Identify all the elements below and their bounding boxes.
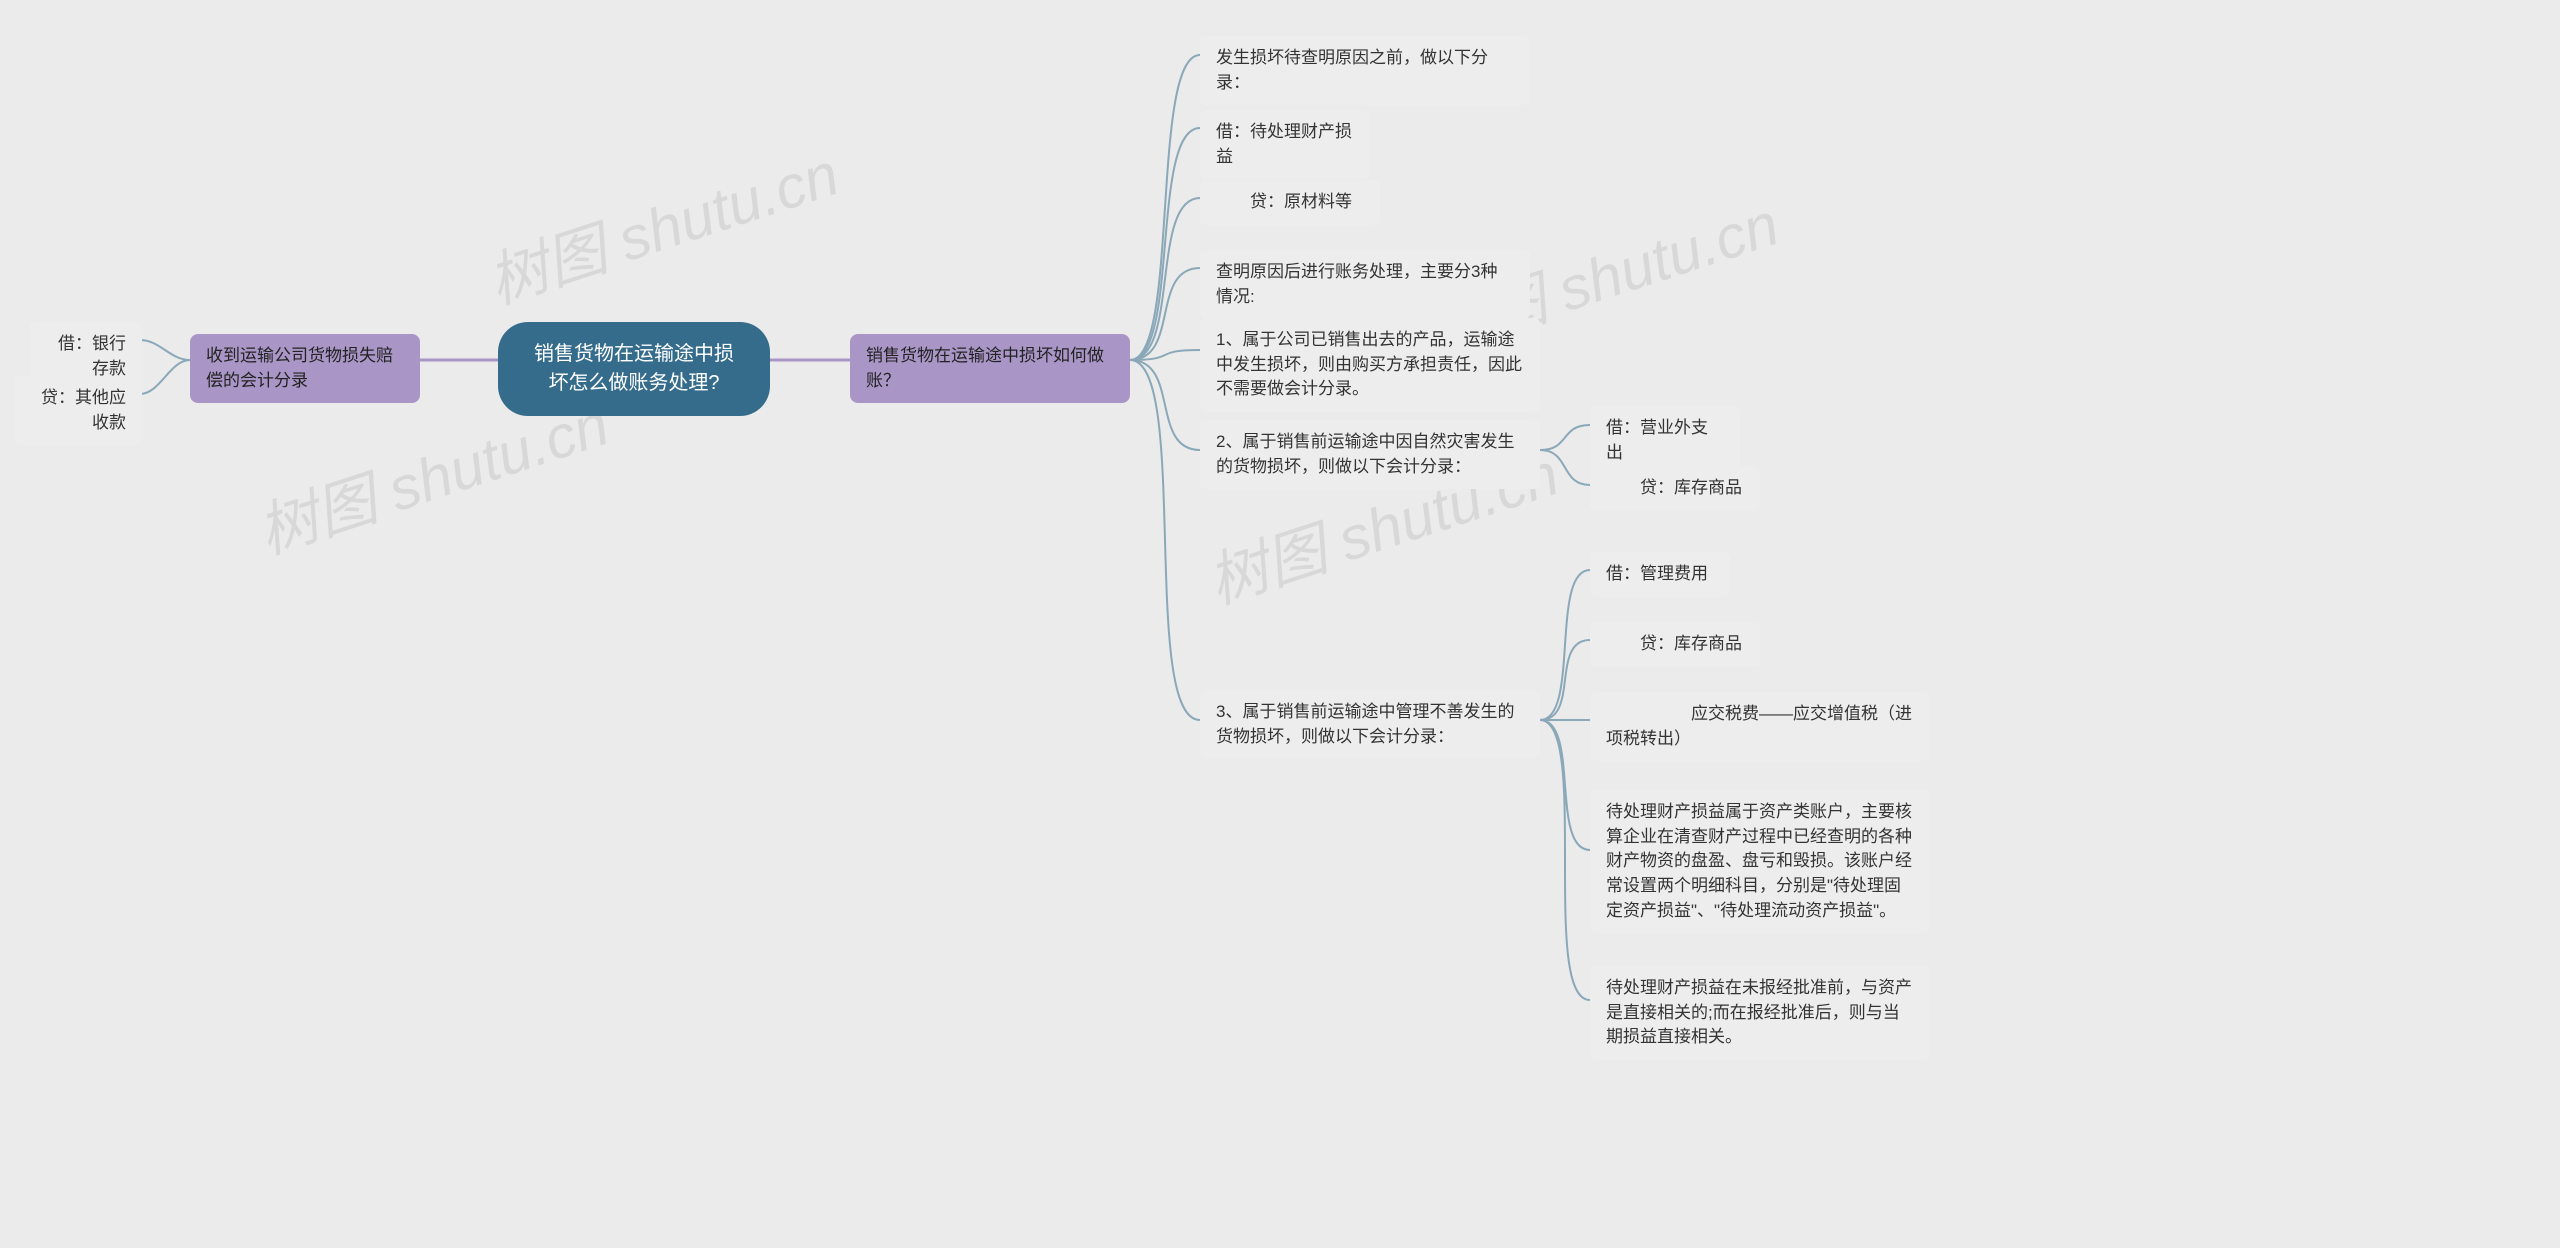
leaf-r5: 1、属于公司已销售出去的产品，运输途中发生损坏，则由购买方承担责任，因此不需要做… <box>1200 318 1540 412</box>
leaf-r4: 查明原因后进行账务处理，主要分3种情况: <box>1200 250 1530 319</box>
leaf-r6b: 贷：库存商品 <box>1590 466 1760 511</box>
leaf-l2: 贷：其他应收款 <box>14 376 142 445</box>
leaf-r2: 借：待处理财产损益 <box>1200 110 1370 179</box>
leaf-r7e: 待处理财产损益在未报经批准前，与资产是直接相关的;而在报经批准后，则与当期损益直… <box>1590 966 1930 1060</box>
leaf-r7b: 贷：库存商品 <box>1590 622 1760 667</box>
leaf-r7a: 借：管理费用 <box>1590 552 1730 597</box>
left-branch: 收到运输公司货物损失赔偿的会计分录 <box>190 334 420 403</box>
leaf-r1: 发生损坏待查明原因之前，做以下分录： <box>1200 36 1530 105</box>
leaf-r7c: 应交税费——应交增值税（进项税转出） <box>1590 692 1930 761</box>
leaf-r7d: 待处理财产损益属于资产类账户，主要核算企业在清查财产过程中已经查明的各种财产物资… <box>1590 790 1930 933</box>
right-branch: 销售货物在运输途中损坏如何做账？ <box>850 334 1130 403</box>
leaf-r7: 3、属于销售前运输途中管理不善发生的货物损坏，则做以下会计分录： <box>1200 690 1540 759</box>
watermark-2: 树图 shutu.cn <box>475 126 848 321</box>
leaf-r6a: 借：营业外支出 <box>1590 406 1740 475</box>
leaf-r6: 2、属于销售前运输途中因自然灾害发生的货物损坏，则做以下会计分录： <box>1200 420 1540 489</box>
leaf-r3: 贷：原材料等 <box>1200 180 1380 225</box>
root-node: 销售货物在运输途中损坏怎么做账务处理? <box>498 322 770 416</box>
